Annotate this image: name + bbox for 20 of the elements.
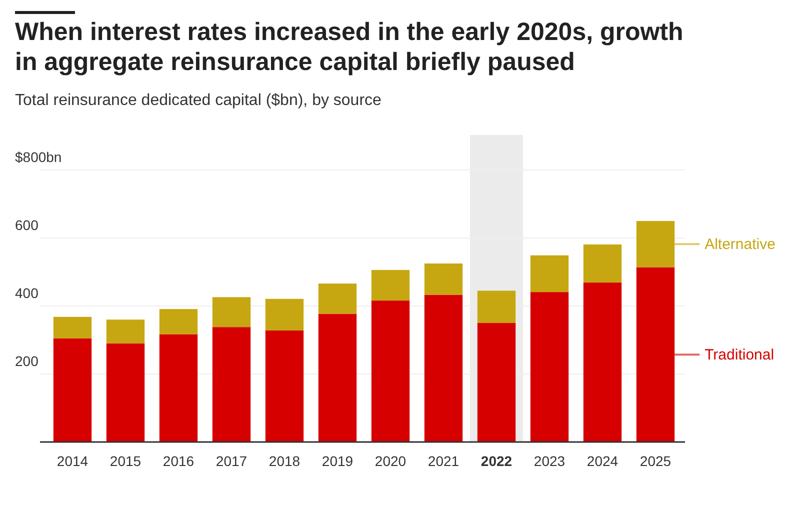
x-tick-label: 2015 <box>110 453 142 469</box>
y-tick-label: 600 <box>15 217 39 233</box>
chart-title: When interest rates increased in the early 2020s, growth in aggregate reinsurance capital briefly paused <box>15 18 684 76</box>
x-tick-label: 2024 <box>586 453 618 469</box>
x-tick-label: 2017 <box>216 453 248 469</box>
legend-label: Traditional <box>704 346 774 364</box>
x-tick-label: 2025 <box>640 453 672 469</box>
x-tick-label: 2018 <box>268 453 300 469</box>
y-tick-label: 200 <box>15 353 39 369</box>
x-tick-label: 2020 <box>374 453 406 469</box>
y-tick-label: $800bn <box>15 149 62 165</box>
x-tick-label: 2014 <box>56 453 88 469</box>
x-tick-label: 2022 <box>480 453 512 469</box>
x-tick-label: 2021 <box>428 453 460 469</box>
x-tick-label: 2019 <box>322 453 354 469</box>
x-tick-label: 2023 <box>534 453 566 469</box>
legend-label: Alternative <box>704 236 776 254</box>
y-tick-label: 400 <box>15 285 39 301</box>
x-tick-label: 2016 <box>162 453 194 469</box>
chart-subtitle: Total reinsurance dedicated capital ($bn), by source <box>15 92 382 109</box>
